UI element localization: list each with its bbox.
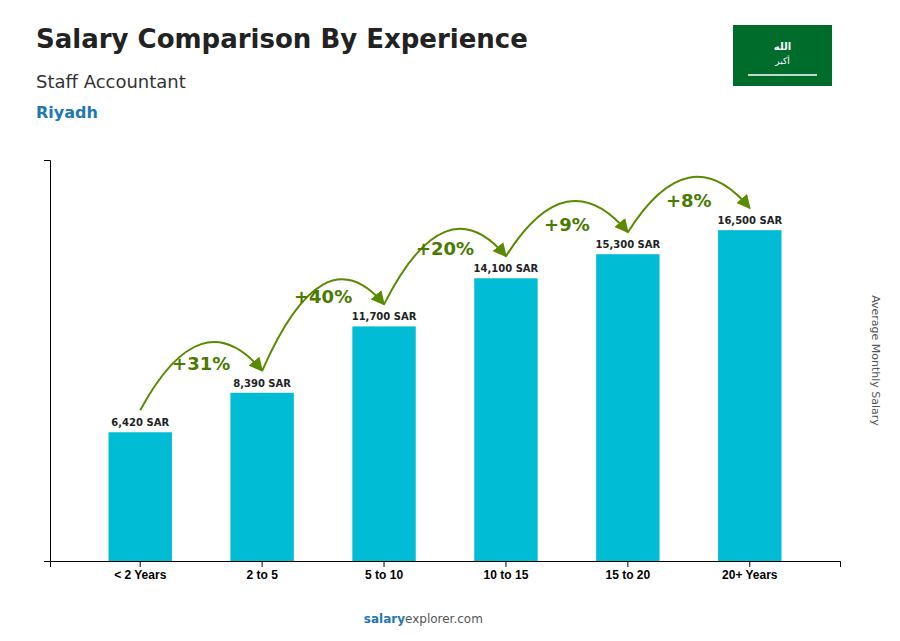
y-axis-line [44,161,51,562]
y-axis-title: Average Monthly Salary [869,295,882,426]
change-arrow [506,201,628,256]
flag: الله أكبر [733,25,832,86]
data-label: 11,700 SAR [352,311,417,322]
bars [109,230,782,561]
x-tick-label: 10 to 15 [484,568,529,582]
x-tick-label: 20+ Years [722,568,778,582]
y-axis [44,161,51,562]
x-tick: 10 to 15 [484,561,529,582]
plot: < 2 Years 2 to 5 5 to 10 10 to 15 15 to 20 20… [44,161,841,582]
bar [596,254,659,561]
footer: salary [364,612,405,626]
x-tick-mark [505,561,506,567]
x-tick: 2 to 5 [246,561,278,582]
x-tick-mark [140,561,141,567]
data-labels: 6,420 SAR 8,390 SAR 11,700 SAR 14,100 SAR 15… [111,215,782,428]
change-label: +40% [294,286,352,307]
bar [718,230,781,561]
change-arrow [140,342,262,410]
x-tick-label: 2 to 5 [246,568,278,582]
title: Salary Comparison By Experience [36,24,528,54]
x-axis: < 2 Years 2 to 5 5 to 10 10 to 15 15 to 20 20… [51,561,841,582]
x-tick: 15 to 20 [606,561,651,582]
bar [474,278,537,561]
x-axis-line [51,562,841,568]
data-label: 14,100 SAR [474,263,539,274]
subtitle: Staff Accountant [36,71,186,92]
change-label: +20% [416,238,474,259]
flag-text: أكبر [774,55,789,66]
x-tick-label: 15 to 20 [606,568,651,582]
x-tick-mark [384,561,385,567]
flag-text: الله [774,41,791,52]
change-label: +8% [666,190,712,211]
flag-box [733,25,832,86]
bar [230,393,293,561]
change-arrow [262,279,384,370]
x-tick: < 2 Years [114,561,166,582]
footer: explorer.com [405,612,483,626]
bar [352,326,415,561]
x-tick-mark [262,561,263,567]
change-label: +31% [172,353,230,374]
x-tick: 20+ Years [722,561,778,582]
x-tick: 5 to 10 [365,561,403,582]
change-arrow [628,177,750,232]
data-label: 15,300 SAR [596,239,661,250]
flag-sword [748,74,817,76]
city: Riyadh [36,103,98,122]
chart-svg: Salary Comparison By Experience Staff Acc… [0,0,900,641]
bar [109,432,172,561]
x-tick-mark [749,561,750,567]
data-label: 6,420 SAR [111,417,169,428]
x-tick-label: 5 to 10 [365,568,403,582]
x-tick-mark [627,561,628,567]
x-tick-label: < 2 Years [114,568,166,582]
data-label: 16,500 SAR [717,215,782,226]
change-arrows: +31% +40% +20% +9% +8% [140,177,750,410]
data-label: 8,390 SAR [233,378,291,389]
change-label: +9% [544,214,590,235]
change-arrow [384,229,506,305]
